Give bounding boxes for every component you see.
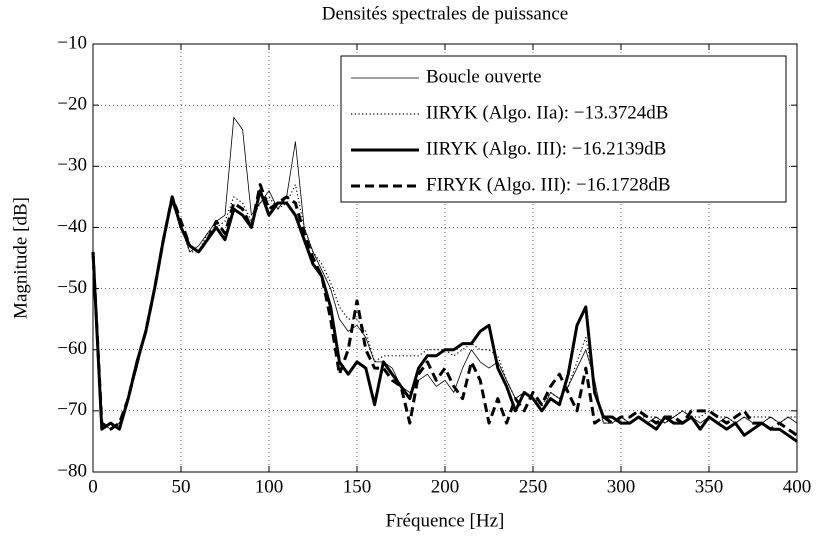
y-tick-label: −20 xyxy=(57,94,87,115)
y-tick-label: −30 xyxy=(57,155,87,176)
legend-label: IIRYK (Algo. IIa): −13.3724dB xyxy=(426,102,668,123)
y-tick-label: −50 xyxy=(57,277,87,298)
legend-box xyxy=(340,55,787,203)
x-tick-label: 200 xyxy=(431,476,460,497)
x-tick-label: 350 xyxy=(695,476,724,497)
x-tick-label: 50 xyxy=(172,476,191,497)
x-tick-label: 300 xyxy=(607,476,636,497)
y-tick-label: −40 xyxy=(57,216,87,237)
x-axis-label: Fréquence [Hz] xyxy=(386,510,505,531)
y-axis-label: Magnitude [dB] xyxy=(10,197,31,319)
series-line xyxy=(91,183,798,437)
x-tick-label: 0 xyxy=(88,476,98,497)
axes-frame xyxy=(92,43,798,473)
y-tick-label: −80 xyxy=(57,460,87,481)
legend-label: Boucle ouverte xyxy=(426,66,542,87)
y-tick-label: −10 xyxy=(57,32,87,53)
x-tick-label: 250 xyxy=(519,476,548,497)
y-tick-label: −70 xyxy=(57,399,87,420)
legend-label: IIRYK (Algo. III): −16.2139dB xyxy=(426,138,666,159)
x-tick-label: 150 xyxy=(343,476,372,497)
chart-title: Densités spectrales de puissance xyxy=(322,3,568,24)
legend-label: FIRYK (Algo. III): −16.1728dB xyxy=(426,174,671,195)
x-tick-label: 100 xyxy=(255,476,284,497)
y-tick-label: −60 xyxy=(57,338,87,359)
x-tick-label: 400 xyxy=(783,476,812,497)
